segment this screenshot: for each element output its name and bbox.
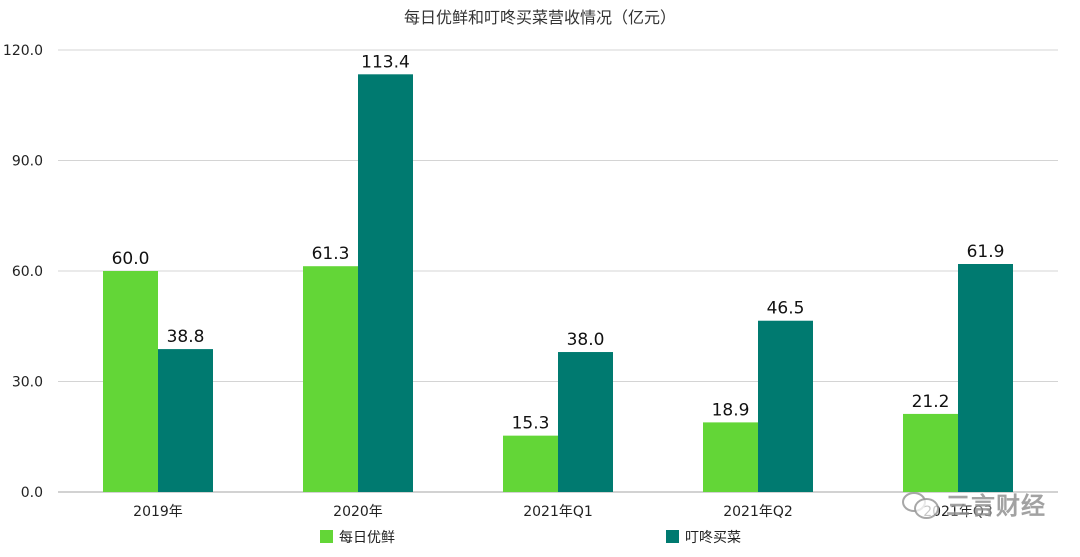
bars-layer (103, 74, 1013, 492)
bar-missfresh-2 (503, 435, 558, 492)
data-label: 61.3 (312, 244, 350, 264)
x-tick-label: 2020年 (333, 504, 383, 520)
bar-dingdong-4 (958, 264, 1013, 492)
data-label: 38.8 (167, 327, 205, 347)
data-label: 113.4 (361, 52, 410, 72)
bar-missfresh-1 (303, 266, 358, 492)
bar-missfresh-0 (103, 271, 158, 492)
y-tick-label: 60.0 (12, 264, 43, 280)
legend-label: 叮咚买菜 (685, 530, 741, 546)
bar-dingdong-0 (158, 349, 213, 492)
data-label: 61.9 (967, 242, 1005, 262)
x-axis-labels: 2019年 2020年 2021年Q1 2021年Q2 2021年Q3 (133, 504, 993, 520)
legend: 每日优鲜 叮咚买菜 (320, 530, 741, 546)
y-tick-label: 30.0 (12, 375, 43, 391)
bar-dingdong-2 (558, 352, 613, 492)
data-label: 46.5 (767, 299, 805, 319)
data-label: 60.0 (112, 249, 150, 269)
y-tick-label: 90.0 (12, 154, 43, 170)
legend-swatch-1 (666, 530, 679, 543)
x-tick-label: 2021年Q2 (723, 504, 793, 520)
data-label: 18.9 (712, 400, 750, 420)
data-label: 21.2 (912, 392, 950, 412)
bar-missfresh-4 (903, 413, 958, 492)
legend-label: 每日优鲜 (339, 530, 395, 546)
data-label: 15.3 (512, 414, 550, 434)
y-tick-label: 0.0 (21, 485, 43, 501)
bar-dingdong-3 (758, 320, 813, 492)
x-tick-label: 2019年 (133, 504, 183, 520)
x-tick-label: 2021年Q3 (923, 504, 993, 520)
x-tick-label: 2021年Q1 (523, 504, 593, 520)
y-tick-label: 120.0 (3, 43, 43, 59)
data-label: 38.0 (567, 330, 605, 350)
bar-missfresh-3 (703, 422, 758, 492)
bar-dingdong-1 (358, 74, 413, 492)
chart-title: 每日优鲜和叮咚买菜营收情况（亿元） (404, 8, 676, 27)
labels-layer: 60.0 38.8 61.3 113.4 15.3 38.0 18.9 46.5 21.2 61.… (112, 52, 1005, 433)
legend-swatch-0 (320, 530, 333, 543)
